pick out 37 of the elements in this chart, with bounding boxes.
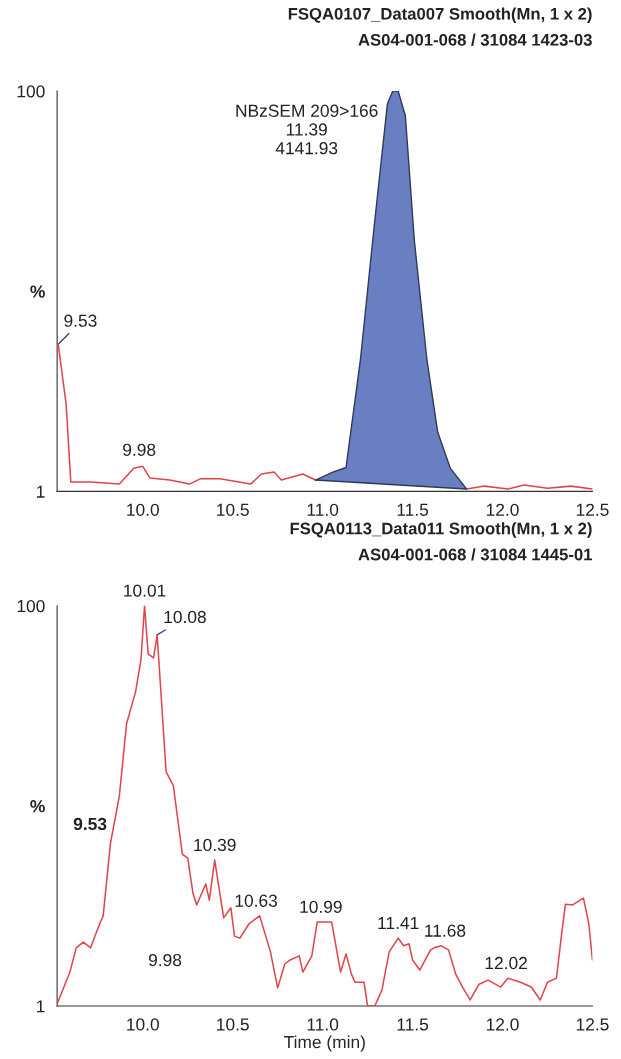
chart-title: FSQA0113_Data011 Smooth(Mn, 1 x 2): [290, 522, 592, 538]
annotation: 9.53: [64, 314, 97, 327]
annotation: 9.98: [148, 953, 182, 967]
line-series: [57, 605, 593, 1007]
annotation: 10.01: [124, 584, 166, 597]
annotation: 10.99: [300, 900, 342, 913]
y-tick-label: %: [30, 285, 45, 298]
y-tick-label: 100: [17, 85, 45, 98]
annotation: 9.98: [123, 443, 156, 456]
x-tick-label: 12.0: [486, 1018, 519, 1031]
x-tick-label: 12.5: [576, 503, 609, 516]
x-tick-label: 10.0: [127, 1018, 159, 1031]
chart-title: FSQA0107_Data007 Smooth(Mn, 1 x 2): [288, 7, 592, 24]
x-tick-label: 11.5: [397, 1018, 429, 1031]
y-tick-label: %: [30, 800, 45, 813]
annotation: 12.02: [485, 956, 527, 970]
annotation: 9.53: [73, 817, 107, 831]
chart-subtitle: AS04-001-068 / 31084 1423-03: [358, 33, 592, 46]
y-tick-label: 1: [37, 1000, 45, 1013]
annotation: 10.08: [164, 610, 206, 624]
annotation: 11.41: [378, 917, 419, 929]
annotation: NBzSEM 209>166 11.39 4141.93: [236, 104, 378, 155]
x-tick-label: 10.5: [217, 503, 249, 516]
y-tick-label: 1: [37, 485, 45, 498]
x-tick-label: 11.0: [307, 503, 339, 516]
x-axis-title: Time (min): [284, 1035, 365, 1052]
x-tick-label: 11.5: [397, 503, 429, 516]
annotation: 11.68: [425, 924, 466, 937]
y-tick-label: 100: [17, 599, 45, 613]
chart-subtitle: AS04-001-068 / 31084 1445-01: [358, 548, 592, 561]
x-tick-label: 12.5: [576, 1018, 609, 1031]
x-tick-label: 10.5: [217, 1018, 249, 1031]
x-tick-label: 12.0: [486, 503, 519, 516]
x-tick-label: 11.0: [307, 1018, 339, 1031]
x-tick-label: 10.0: [127, 503, 159, 516]
annotation: 10.39: [194, 838, 236, 852]
annotation: 10.63: [235, 894, 278, 907]
